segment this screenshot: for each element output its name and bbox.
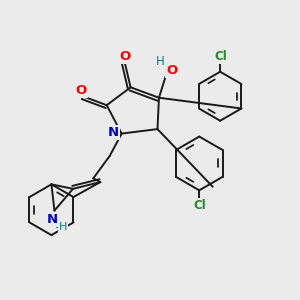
Text: H: H (59, 222, 68, 232)
Text: Cl: Cl (214, 50, 227, 63)
Text: N: N (46, 213, 58, 226)
Text: Cl: Cl (194, 199, 206, 212)
Text: O: O (166, 64, 177, 77)
Text: N: N (108, 126, 119, 139)
Text: O: O (76, 84, 87, 98)
Text: O: O (119, 50, 130, 63)
Text: H: H (155, 55, 164, 68)
